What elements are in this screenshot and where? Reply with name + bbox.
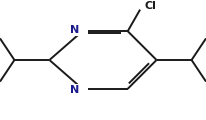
Text: Cl: Cl (144, 1, 156, 11)
Text: N: N (70, 85, 79, 95)
Text: N: N (70, 25, 79, 35)
